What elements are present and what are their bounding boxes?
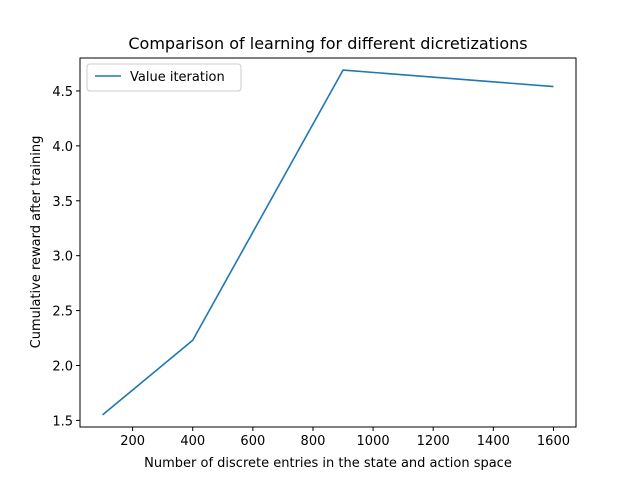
y-tick-label-3.5: 3.5: [52, 195, 73, 210]
legend-box: [86, 63, 242, 92]
legend-label-value-iteration: Value iteration: [130, 70, 225, 85]
x-tick-label-200: 200: [120, 434, 145, 449]
x-tick-label-1200: 1200: [417, 434, 450, 449]
legend: Value iteration: [86, 63, 242, 92]
x-tick-label-1000: 1000: [357, 434, 390, 449]
y-tick-label-4.5: 4.5: [52, 85, 73, 100]
y-tick-label-1.5: 1.5: [52, 414, 73, 429]
chart-title: Comparison of learning for different dic…: [128, 34, 527, 53]
y-tick-label-3.0: 3.0: [52, 250, 73, 265]
x-tick-label-1400: 1400: [477, 434, 510, 449]
y-tick-label-2.0: 2.0: [52, 360, 73, 375]
x-axis-ticks: 200 400 600 800 1000 1200 1400 1600: [120, 427, 570, 449]
x-tick-label-1600: 1600: [537, 434, 570, 449]
x-tick-label-400: 400: [180, 434, 205, 449]
plot-area: 200 400 600 800 1000 1200 1400 1600 1.5 2.0 2.5 3.…: [52, 57, 577, 449]
y-tick-label-4.0: 4.0: [52, 140, 73, 155]
y-axis-label: Cumulative reward after training: [29, 136, 44, 349]
series-layer: [102, 69, 554, 416]
series-line-0: [102, 69, 554, 416]
y-tick-label-2.5: 2.5: [52, 305, 73, 320]
x-tick-label-800: 800: [301, 434, 326, 449]
y-axis-ticks: 1.5 2.0 2.5 3.0 3.5 4.0 4.5: [52, 85, 80, 429]
x-axis-label: Number of discrete entries in the state …: [144, 456, 512, 471]
x-tick-label-600: 600: [240, 434, 265, 449]
plot-frame: [79, 57, 577, 428]
